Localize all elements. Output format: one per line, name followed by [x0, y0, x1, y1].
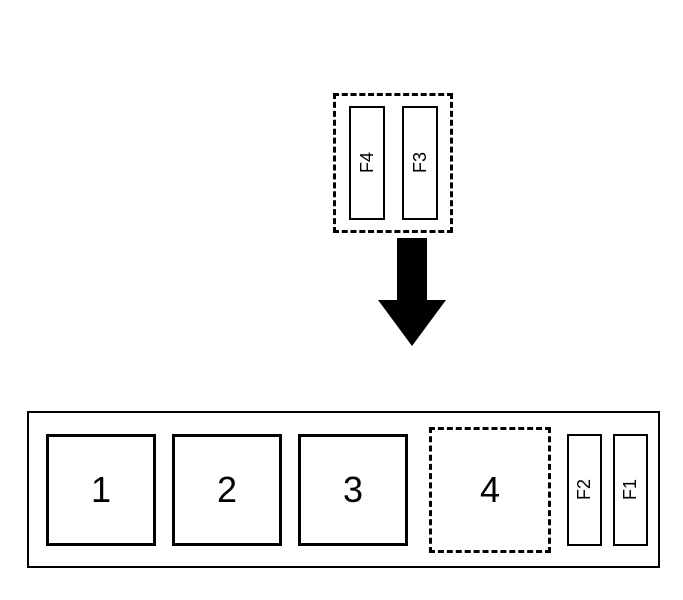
slot-4: 4: [429, 427, 551, 553]
arrow-polygon: [378, 238, 446, 346]
insert-arrow-icon: [378, 238, 446, 346]
slot-2: 2: [172, 434, 282, 546]
small-slot-f1: F1: [613, 434, 648, 546]
slot-3: 3: [298, 434, 408, 546]
slot-1: 1: [46, 434, 156, 546]
top-slot-f3: F3: [402, 106, 438, 220]
top-slot-f4-label: F4: [357, 152, 378, 173]
slot-4-label: 4: [480, 469, 500, 511]
top-slot-f3-label: F3: [410, 152, 431, 173]
slot-1-label: 1: [91, 469, 111, 511]
small-slot-f1-label: F1: [620, 479, 641, 500]
slot-3-label: 3: [343, 469, 363, 511]
diagram-stage: F4 F3 1 2 3 4 F2 F1: [0, 0, 683, 600]
top-slot-f4: F4: [349, 106, 385, 220]
slot-2-label: 2: [217, 469, 237, 511]
small-slot-f2-label: F2: [574, 479, 595, 500]
small-slot-f2: F2: [567, 434, 602, 546]
